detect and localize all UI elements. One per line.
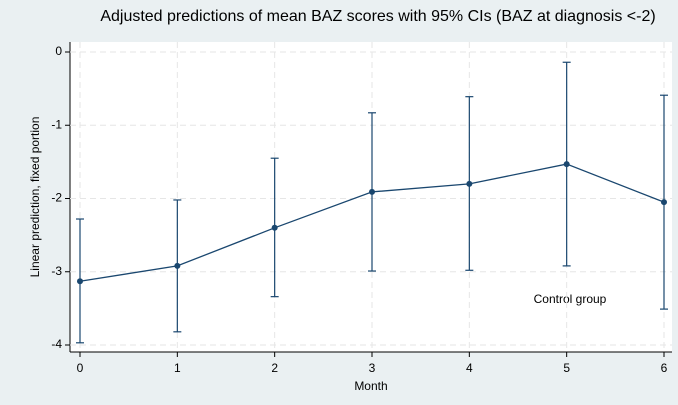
x-tick-label: 4 <box>466 361 473 375</box>
x-tick-label: 3 <box>369 361 376 375</box>
point <box>466 180 473 187</box>
y-tick-label: 0 <box>55 44 62 58</box>
y-tick-label: -3 <box>51 264 62 278</box>
point <box>174 262 181 269</box>
y-tick-label: -1 <box>51 117 62 131</box>
x-tick-label: 5 <box>563 361 570 375</box>
annotation: Control group <box>534 292 607 306</box>
point <box>661 199 667 206</box>
x-tick-label: 6 <box>661 361 668 375</box>
plot-area <box>70 42 672 352</box>
y-tick-label: -2 <box>51 191 62 205</box>
point <box>271 224 278 231</box>
y-tick-label: -4 <box>51 337 62 351</box>
point <box>77 278 83 285</box>
point <box>563 161 570 168</box>
chart-title: Adjusted predictions of mean BAZ scores … <box>100 8 655 25</box>
y-axis-label: Linear prediction, fixed portion <box>28 117 42 278</box>
x-axis-label: Month <box>354 379 387 393</box>
point <box>369 188 375 195</box>
x-tick-label: 0 <box>77 361 84 375</box>
x-tick-label: 2 <box>271 361 278 375</box>
x-tick-label: 1 <box>174 361 181 375</box>
